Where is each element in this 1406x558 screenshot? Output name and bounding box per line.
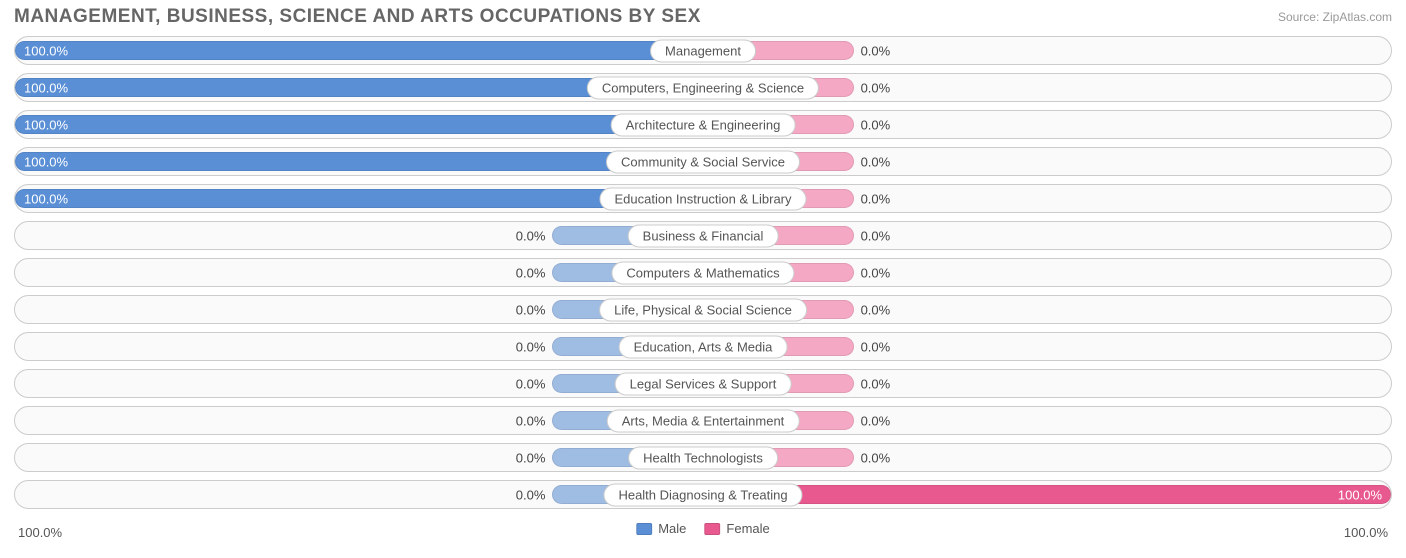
female-bar xyxy=(703,485,1391,504)
female-value-label: 100.0% xyxy=(1338,487,1382,502)
category-label: Health Diagnosing & Treating xyxy=(603,483,802,506)
male-value-label: 0.0% xyxy=(516,413,546,428)
chart-row: 0.0% 0.0% Health Technologists xyxy=(14,441,1392,474)
chart-footer: 100.0% Male Female 100.0% xyxy=(0,515,1406,555)
category-label: Management xyxy=(650,39,756,62)
female-value-label: 0.0% xyxy=(861,43,891,58)
female-value-label: 0.0% xyxy=(861,191,891,206)
category-label: Community & Social Service xyxy=(606,150,800,173)
category-label: Computers, Engineering & Science xyxy=(587,76,819,99)
female-value-label: 0.0% xyxy=(861,265,891,280)
category-label: Life, Physical & Social Science xyxy=(599,298,807,321)
chart-header: MANAGEMENT, BUSINESS, SCIENCE AND ARTS O… xyxy=(0,0,1406,30)
male-value-label: 0.0% xyxy=(516,302,546,317)
chart-row: 0.0% 0.0% Arts, Media & Entertainment xyxy=(14,404,1392,437)
chart-row: 0.0% 0.0% Life, Physical & Social Science xyxy=(14,293,1392,326)
female-value-label: 0.0% xyxy=(861,154,891,169)
chart-row: 100.0% 0.0% Computers, Engineering & Scien… xyxy=(14,71,1392,104)
category-label: Architecture & Engineering xyxy=(611,113,796,136)
female-value-label: 0.0% xyxy=(861,450,891,465)
male-value-label: 100.0% xyxy=(24,117,68,132)
female-value-label: 0.0% xyxy=(861,339,891,354)
chart-row: 0.0% 100.0% Health Diagnosing & Treating xyxy=(14,478,1392,511)
category-label: Arts, Media & Entertainment xyxy=(607,409,800,432)
male-value-label: 0.0% xyxy=(516,450,546,465)
female-value-label: 0.0% xyxy=(861,117,891,132)
male-value-label: 100.0% xyxy=(24,80,68,95)
legend-male-label: Male xyxy=(658,521,686,536)
chart-row: 100.0% 0.0% Community & Social Service xyxy=(14,145,1392,178)
male-value-label: 0.0% xyxy=(516,339,546,354)
male-value-label: 0.0% xyxy=(516,265,546,280)
female-value-label: 0.0% xyxy=(861,228,891,243)
legend-female-label: Female xyxy=(726,521,769,536)
male-value-label: 0.0% xyxy=(516,376,546,391)
male-bar xyxy=(15,41,703,60)
male-bar xyxy=(15,152,703,171)
category-label: Legal Services & Support xyxy=(615,372,792,395)
legend-female: Female xyxy=(704,521,769,536)
chart-row: 0.0% 0.0% Legal Services & Support xyxy=(14,367,1392,400)
legend-male-swatch xyxy=(636,523,652,535)
category-label: Computers & Mathematics xyxy=(611,261,794,284)
chart-row: 0.0% 0.0% Computers & Mathematics xyxy=(14,256,1392,289)
male-value-label: 0.0% xyxy=(516,487,546,502)
female-value-label: 0.0% xyxy=(861,80,891,95)
chart-row: 0.0% 0.0% Education, Arts & Media xyxy=(14,330,1392,363)
axis-left-label: 100.0% xyxy=(18,525,62,540)
legend-male: Male xyxy=(636,521,686,536)
male-bar xyxy=(15,115,703,134)
category-label: Business & Financial xyxy=(628,224,779,247)
legend: Male Female xyxy=(636,521,770,536)
male-value-label: 100.0% xyxy=(24,191,68,206)
chart-row: 0.0% 0.0% Business & Financial xyxy=(14,219,1392,252)
female-value-label: 0.0% xyxy=(861,413,891,428)
chart-area: 100.0% 0.0% Management 100.0% 0.0% Computers,… xyxy=(0,30,1406,511)
female-value-label: 0.0% xyxy=(861,376,891,391)
category-label: Education Instruction & Library xyxy=(599,187,806,210)
category-label: Health Technologists xyxy=(628,446,778,469)
category-label: Education, Arts & Media xyxy=(619,335,788,358)
chart-row: 100.0% 0.0% Architecture & Engineering xyxy=(14,108,1392,141)
chart-row: 100.0% 0.0% Education Instruction & Librar… xyxy=(14,182,1392,215)
male-value-label: 100.0% xyxy=(24,43,68,58)
chart-title: MANAGEMENT, BUSINESS, SCIENCE AND ARTS O… xyxy=(14,6,701,28)
male-value-label: 0.0% xyxy=(516,228,546,243)
axis-right-label: 100.0% xyxy=(1344,525,1388,540)
chart-row: 100.0% 0.0% Management xyxy=(14,34,1392,67)
legend-female-swatch xyxy=(704,523,720,535)
female-value-label: 0.0% xyxy=(861,302,891,317)
male-value-label: 100.0% xyxy=(24,154,68,169)
chart-source: Source: ZipAtlas.com xyxy=(1278,10,1392,24)
